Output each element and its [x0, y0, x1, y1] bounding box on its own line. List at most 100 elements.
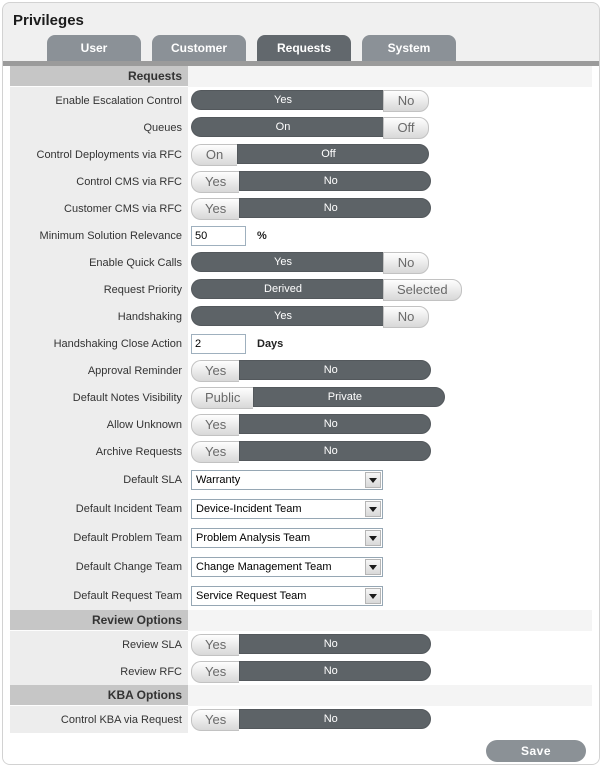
approval-reminder-option-yes[interactable]: Yes [191, 359, 240, 382]
field-control: Yes No [188, 87, 592, 114]
control-deployments-via-rfc-toggle: On Off [191, 143, 429, 166]
archive-requests-option-yes[interactable]: Yes [191, 440, 240, 463]
field-row-default-request-team: Default Request Team Service Request Team [10, 581, 592, 610]
enable-quick-calls-option-yes[interactable]: Yes [191, 251, 383, 272]
field-label: Enable Escalation Control [10, 87, 188, 114]
field-label: Approval Reminder [10, 357, 188, 384]
field-control: Service Request Team [188, 581, 592, 610]
save-button[interactable]: Save [486, 740, 586, 762]
minimum-solution-relevance-input[interactable] [191, 225, 246, 246]
customer-cms-via-rfc-toggle: Yes No [191, 197, 432, 220]
dropdown-arrow-icon[interactable] [365, 500, 381, 517]
default-incident-team-select[interactable]: Device-Incident Team [191, 498, 383, 519]
field-control: Yes No [188, 357, 592, 384]
customer-cms-via-rfc-option-no[interactable]: No [239, 197, 432, 218]
customer-cms-via-rfc-option-yes[interactable]: Yes [191, 197, 240, 220]
control-deployments-via-rfc-option-off[interactable]: Off [237, 143, 429, 164]
handshaking-toggle: Yes No [191, 305, 429, 328]
page-title: Privileges [13, 12, 84, 29]
field-control: Warranty [188, 465, 592, 494]
field-label: Review RFC [10, 658, 188, 685]
handshaking-option-no[interactable]: No [383, 305, 429, 328]
default-notes-visibility-toggle: Public Private [191, 386, 446, 409]
field-row-review-sla: Review SLA Yes No [10, 631, 592, 658]
default-notes-visibility-option-private[interactable]: Private [253, 386, 446, 407]
request-priority-option-derived[interactable]: Derived [191, 278, 383, 299]
field-label: Enable Quick Calls [10, 249, 188, 276]
field-row-default-notes-visibility: Default Notes Visibility Public Private [10, 384, 592, 411]
field-row-handshaking: Handshaking Yes No [10, 303, 592, 330]
tab-requests[interactable]: Requests [257, 35, 351, 61]
field-label: Queues [10, 114, 188, 141]
handshaking-option-yes[interactable]: Yes [191, 305, 383, 326]
field-label: Default SLA [10, 465, 188, 494]
tab-user[interactable]: User [47, 35, 141, 61]
field-control: On Off [188, 114, 592, 141]
request-priority-option-selected[interactable]: Selected [383, 278, 462, 301]
enable-quick-calls-option-no[interactable]: No [383, 251, 429, 274]
tab-system[interactable]: System [362, 35, 456, 61]
control-kba-via-request-option-no[interactable]: No [239, 708, 432, 729]
control-deployments-via-rfc-option-on[interactable]: On [191, 143, 237, 166]
enable-quick-calls-toggle: Yes No [191, 251, 429, 274]
field-control: Problem Analysis Team [188, 523, 592, 552]
archive-requests-option-no[interactable]: No [239, 440, 432, 461]
field-row-default-problem-team: Default Problem Team Problem Analysis Tea… [10, 523, 592, 552]
unit-label: Days [257, 337, 284, 350]
field-label: Control CMS via RFC [10, 168, 188, 195]
field-control: Yes No [188, 706, 592, 733]
enable-escalation-control-option-no[interactable]: No [383, 89, 429, 112]
field-row-archive-requests: Archive Requests Yes No [10, 438, 592, 465]
default-sla-select[interactable]: Warranty [191, 469, 383, 490]
section-header: Requests [10, 66, 188, 87]
dropdown-arrow-icon[interactable] [365, 529, 381, 546]
review-rfc-option-yes[interactable]: Yes [191, 660, 240, 683]
section-header: Review Options [10, 610, 188, 631]
review-sla-option-yes[interactable]: Yes [191, 633, 240, 656]
enable-escalation-control-toggle: Yes No [191, 89, 429, 112]
review-sla-option-no[interactable]: No [239, 633, 432, 654]
control-cms-via-rfc-option-no[interactable]: No [239, 170, 432, 191]
field-label: Handshaking Close Action [10, 330, 188, 357]
default-notes-visibility-option-public[interactable]: Public [191, 386, 254, 409]
review-rfc-option-no[interactable]: No [239, 660, 432, 681]
control-kba-via-request-option-yes[interactable]: Yes [191, 708, 240, 731]
default-request-team-select[interactable]: Service Request Team [191, 585, 383, 606]
field-row-handshaking-close-action: Handshaking Close Action Days [10, 330, 592, 357]
field-control: Days [188, 330, 592, 357]
control-cms-via-rfc-option-yes[interactable]: Yes [191, 170, 240, 193]
queues-option-on[interactable]: On [191, 116, 383, 137]
field-row-control-cms-via-rfc: Control CMS via RFC Yes No [10, 168, 592, 195]
handshaking-close-action-input[interactable] [191, 333, 246, 354]
dropdown-arrow-icon[interactable] [365, 587, 381, 604]
field-label: Default Notes Visibility [10, 384, 188, 411]
field-label: Control KBA via Request [10, 706, 188, 733]
field-label: Review SLA [10, 631, 188, 658]
allow-unknown-option-no[interactable]: No [239, 413, 432, 434]
field-row-approval-reminder: Approval Reminder Yes No [10, 357, 592, 384]
field-control: Yes No [188, 168, 592, 195]
field-control: Yes No [188, 195, 592, 222]
section-row-requests: Requests [10, 66, 592, 87]
approval-reminder-option-no[interactable]: No [239, 359, 432, 380]
allow-unknown-option-yes[interactable]: Yes [191, 413, 240, 436]
field-row-default-sla: Default SLA Warranty [10, 465, 592, 494]
queues-option-off[interactable]: Off [383, 116, 429, 139]
default-change-team-select[interactable]: Change Management Team [191, 556, 383, 577]
dropdown-arrow-icon[interactable] [365, 471, 381, 488]
field-control: Yes No [188, 438, 592, 465]
default-problem-team-select[interactable]: Problem Analysis Team [191, 527, 383, 548]
selected-value: Device-Incident Team [196, 502, 302, 515]
selected-value: Service Request Team [196, 589, 307, 602]
approval-reminder-toggle: Yes No [191, 359, 432, 382]
dropdown-arrow-icon[interactable] [365, 558, 381, 575]
field-label: Archive Requests [10, 438, 188, 465]
enable-escalation-control-option-yes[interactable]: Yes [191, 89, 383, 110]
field-control [188, 610, 592, 631]
tab-customer[interactable]: Customer [152, 35, 246, 61]
field-control: Yes No [188, 631, 592, 658]
unit-label: % [257, 229, 267, 242]
field-control: Change Management Team [188, 552, 592, 581]
field-control: Yes No [188, 658, 592, 685]
review-rfc-toggle: Yes No [191, 660, 432, 683]
